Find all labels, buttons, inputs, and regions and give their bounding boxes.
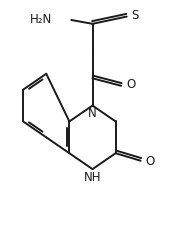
Text: S: S [131, 9, 139, 22]
Text: O: O [127, 78, 136, 91]
Text: N: N [88, 107, 97, 120]
Text: O: O [146, 155, 155, 168]
Text: H₂N: H₂N [30, 13, 52, 26]
Text: NH: NH [84, 171, 101, 184]
